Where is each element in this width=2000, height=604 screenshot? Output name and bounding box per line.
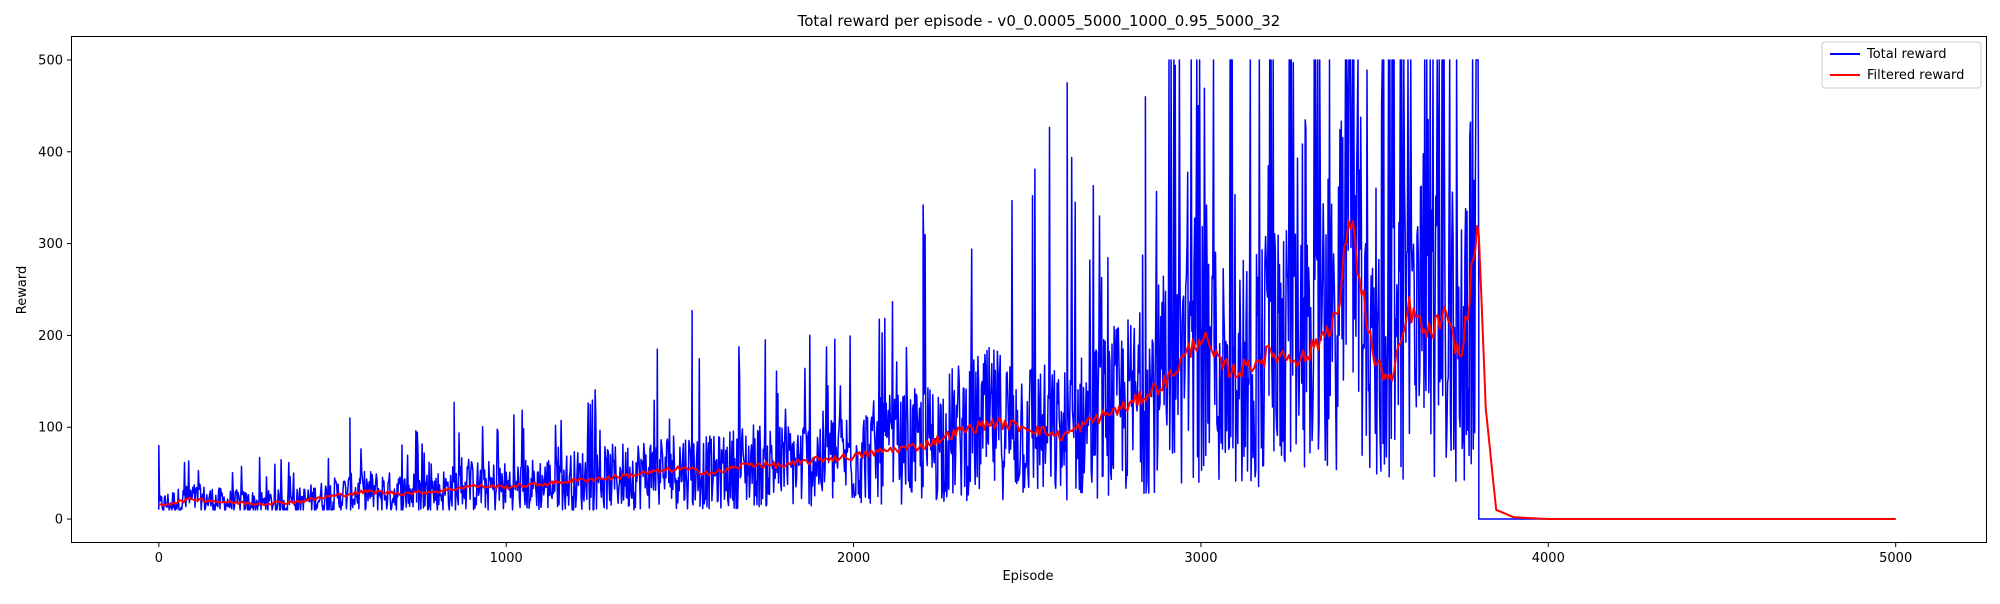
x-axis: 0 1000 2000 3000 4000 5000 [155, 542, 1912, 566]
y-axis: 0 100 200 300 400 500 [38, 53, 72, 528]
plot-frame [71, 36, 1987, 543]
y-tick-label: 100 [38, 421, 63, 436]
plot-area [158, 59, 1896, 520]
legend-label-filtered-reward: Filtered reward [1867, 68, 1964, 83]
y-tick-label: 200 [38, 329, 63, 344]
y-tick-label: 300 [38, 237, 63, 252]
y-tick-label: 0 [55, 513, 63, 528]
chart-title: Total reward per episode - v0_0.0005_500… [797, 12, 1281, 31]
legend: Total reward Filtered reward [1821, 41, 1982, 89]
x-axis-label: Episode [1002, 569, 1053, 584]
legend-box [1821, 41, 1982, 89]
series-line-filtered-reward [158, 219, 1896, 520]
x-tick-label: 4000 [1532, 551, 1565, 566]
y-tick-label: 400 [38, 145, 63, 160]
y-tick-label: 500 [38, 53, 63, 68]
series-total-reward [158, 59, 1896, 520]
y-axis-label: Reward [15, 266, 30, 314]
x-tick-label: 5000 [1879, 551, 1912, 566]
series-line-total-reward [158, 59, 1896, 520]
series-filtered-reward [158, 219, 1896, 520]
x-tick-label: 1000 [490, 551, 523, 566]
x-tick-label: 2000 [837, 551, 870, 566]
x-tick-label: 3000 [1184, 551, 1217, 566]
x-tick-label: 0 [155, 551, 163, 566]
legend-label-total-reward: Total reward [1866, 47, 1947, 62]
